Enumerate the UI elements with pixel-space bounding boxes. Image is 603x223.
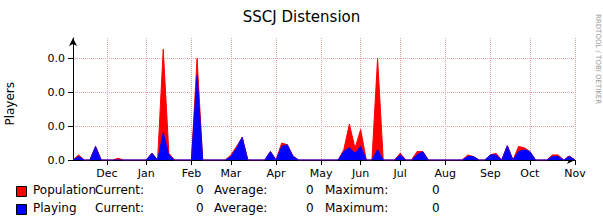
svg-text:0: 0 [196, 183, 204, 197]
svg-text:0: 0 [306, 183, 314, 197]
svg-text:Playing: Playing [33, 201, 77, 215]
svg-text:Average:: Average: [214, 201, 267, 215]
svg-text:Aug: Aug [435, 167, 456, 180]
svg-text:Jan: Jan [137, 167, 155, 180]
svg-text:0: 0 [432, 183, 440, 197]
svg-text:0.0: 0.0 [48, 52, 66, 65]
svg-text:Jun: Jun [351, 167, 369, 180]
svg-text:Current:: Current: [95, 201, 144, 215]
svg-text:Feb: Feb [182, 167, 201, 180]
svg-text:0.0: 0.0 [48, 154, 66, 167]
svg-text:Nov: Nov [564, 167, 586, 180]
svg-text:0: 0 [306, 201, 314, 215]
svg-text:Current:: Current: [95, 183, 144, 197]
svg-text:SSCJ Distension: SSCJ Distension [243, 8, 361, 26]
svg-text:Sep: Sep [480, 167, 501, 180]
svg-text:May: May [310, 167, 333, 180]
svg-text:RRDTOOL / TOBI OETIKER: RRDTOOL / TOBI OETIKER [594, 14, 602, 104]
svg-text:Dec: Dec [96, 167, 117, 180]
svg-text:Maximum:: Maximum: [325, 201, 388, 215]
svg-text:0: 0 [432, 201, 440, 215]
svg-text:Oct: Oct [520, 167, 540, 180]
svg-text:Average:: Average: [214, 183, 267, 197]
svg-text:Jul: Jul [393, 167, 407, 180]
svg-text:Players: Players [3, 82, 17, 126]
svg-text:0.0: 0.0 [48, 86, 66, 99]
svg-text:Maximum:: Maximum: [325, 183, 388, 197]
svg-text:0.0: 0.0 [48, 120, 66, 133]
svg-text:Mar: Mar [221, 167, 242, 180]
svg-text:Apr: Apr [267, 167, 287, 180]
svg-text:0: 0 [196, 201, 204, 215]
svg-text:Population: Population [33, 183, 96, 197]
